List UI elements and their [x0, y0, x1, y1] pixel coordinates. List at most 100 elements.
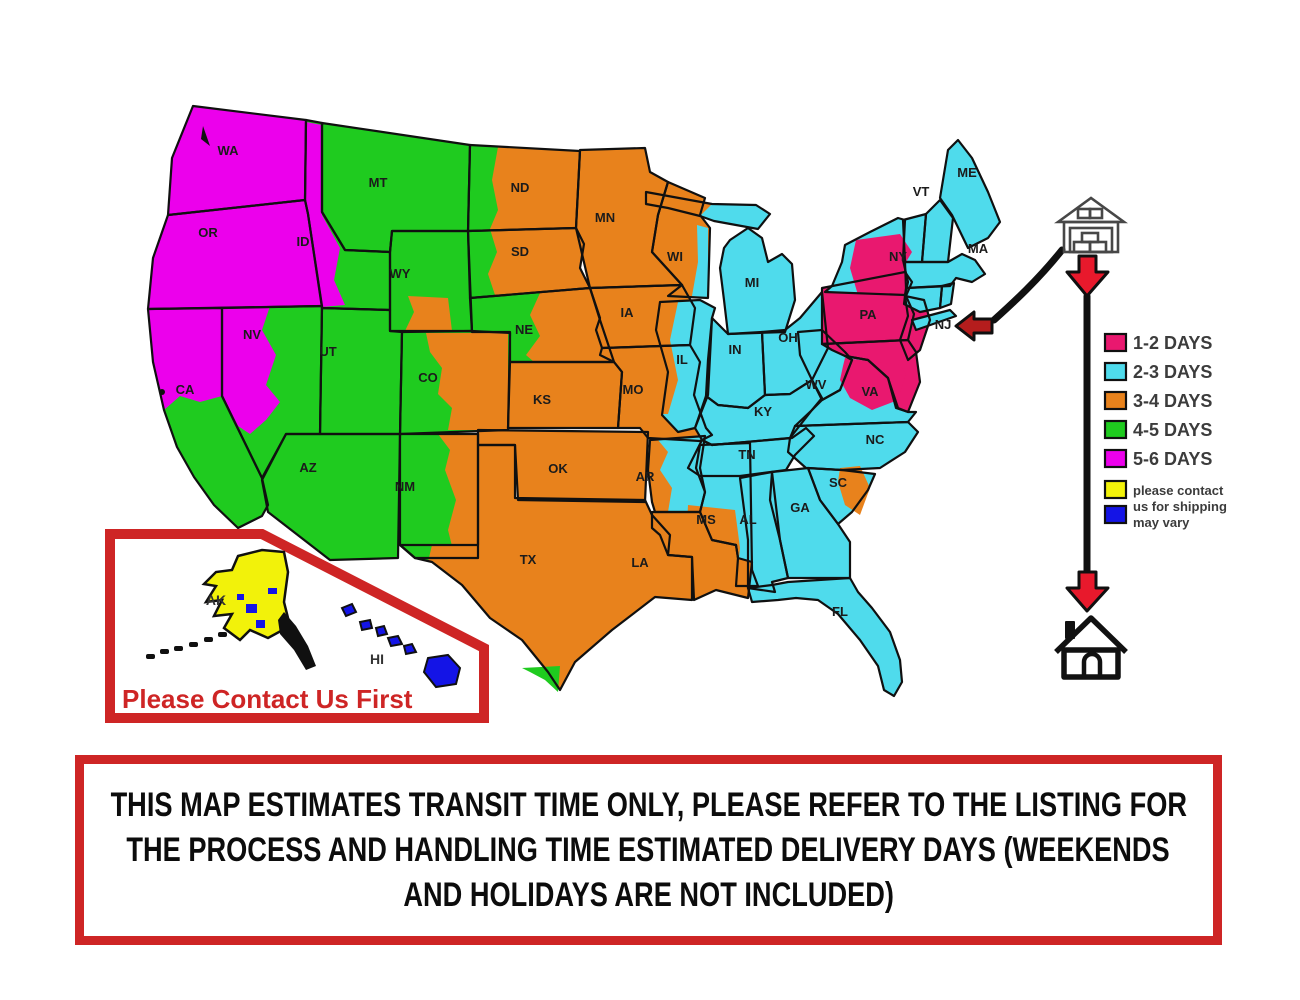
puget-sound-mark: [201, 126, 210, 146]
legend-label-zone_3_4: 3-4 DAYS: [1133, 391, 1212, 411]
state-tx: [400, 445, 692, 690]
patch-ar-east: [658, 436, 705, 512]
state-label-tn: TN: [738, 447, 755, 462]
warehouse-icon: [1054, 196, 1128, 254]
state-label-or: OR: [198, 225, 218, 240]
state-long-island: [912, 310, 956, 330]
state-label-ut: UT: [319, 344, 336, 359]
patch-tx-tip: [522, 666, 560, 692]
state-nc: [788, 422, 918, 470]
state-label-ga: GA: [790, 500, 810, 515]
state-border-me: [938, 138, 1002, 250]
ak-panhandle: [278, 612, 316, 670]
state-label-ia: IA: [621, 305, 635, 320]
patch-nd-west: [468, 145, 498, 231]
state-label-ok: OK: [548, 461, 568, 476]
patch-ca-south: [164, 396, 268, 528]
state-border-nc: [786, 420, 920, 472]
state-label-ky: KY: [754, 404, 772, 419]
legend-swatch-zone_1_2: [1103, 332, 1128, 353]
state-label-sd: SD: [511, 244, 529, 259]
patch-nv-west: [222, 306, 280, 434]
route-icons: [954, 196, 1128, 680]
state-ak: [201, 548, 292, 642]
sf-bay-mark: [159, 389, 165, 395]
inset-border: [105, 529, 489, 723]
state-hi-island: [358, 618, 374, 632]
state-label-id: ID: [297, 234, 310, 249]
state-in: [706, 318, 765, 408]
ak-lake-mark: [256, 620, 265, 628]
patch-sd-west: [468, 229, 497, 298]
legend-label-zone_5_6: 5-6 DAYS: [1133, 449, 1212, 469]
legend-swatch-zone_4_5: [1103, 419, 1128, 440]
state-label-va: VA: [861, 384, 879, 399]
ak-aleutian-island: [160, 649, 169, 654]
patch-ne-west: [470, 293, 540, 362]
state-az: [262, 434, 400, 560]
legend-label-contact_yellow: us for shipping: [1133, 499, 1227, 514]
legend-swatch-contact_yellow: [1103, 479, 1128, 500]
state-label-wy: WY: [390, 266, 411, 281]
state-label-wa: WA: [218, 143, 240, 158]
state-border-ga: [768, 466, 852, 580]
state-border-ri: [938, 281, 956, 310]
ak-lake-mark: [237, 594, 244, 600]
state-border-nm: [398, 432, 480, 560]
state-borders: [146, 104, 1002, 698]
state-border-ny: [823, 216, 910, 297]
state-ks: [508, 362, 622, 428]
state-hi-island: [374, 624, 389, 638]
state-border-al: [738, 470, 790, 594]
state-border-wi: [650, 180, 712, 300]
ak-aleutian-island: [218, 632, 227, 637]
state-or: [148, 200, 322, 309]
inset-box: [105, 529, 489, 723]
state-label-sc: SC: [829, 475, 848, 490]
patch-ny-south: [850, 234, 912, 295]
legend-swatch-zone_2_3: [1103, 361, 1128, 382]
state-mt: [322, 123, 470, 252]
ak-aleutian-island: [204, 637, 213, 642]
state-wy: [390, 231, 472, 331]
state-border-mo: [598, 343, 714, 443]
inset-caption: Please Contact Us First: [122, 684, 413, 714]
state-label-al: AL: [739, 512, 756, 527]
ak-aleutian-island: [189, 642, 198, 647]
state-label-ma: MA: [968, 241, 989, 256]
state-label-il: IL: [676, 352, 688, 367]
state-label-tx: TX: [520, 552, 537, 567]
route-line-curved: [990, 246, 1066, 324]
patch-tx-elpaso: [400, 545, 432, 562]
state-border-nh: [920, 198, 955, 264]
state-labels: WA OR CA NV ID MT WY UT AZ NM CO ND SD NE KS OK TX MN IA MO…: [176, 143, 989, 667]
state-hi-island: [402, 642, 418, 656]
legend-label-zone_4_5: 4-5 DAYS: [1133, 420, 1212, 440]
home-icon: [1054, 615, 1128, 680]
state-label-vt: VT: [913, 184, 930, 199]
state-nh: [922, 200, 953, 262]
state-label-me: ME: [957, 165, 977, 180]
state-label-mi: MI: [745, 275, 759, 290]
state-hi-island: [340, 602, 358, 618]
state-label-nm: NM: [395, 479, 415, 494]
state-border-fl: [746, 576, 904, 698]
state-label-ms: MS: [696, 512, 716, 527]
disclaimer-line: AND HOLIDAYS ARE NOT INCLUDED): [403, 875, 894, 914]
state-label-wi: WI: [667, 249, 683, 264]
state-label-mo: MO: [623, 382, 644, 397]
state-label-az: AZ: [299, 460, 316, 475]
inset-label-hi: HI: [370, 651, 384, 667]
patch-wi-east: [692, 225, 708, 298]
state-label-ny: NY: [889, 249, 907, 264]
state-ok: [478, 430, 648, 502]
state-border-la: [650, 510, 754, 602]
ak-aleutian-island: [146, 654, 155, 659]
patch-nm-east: [438, 434, 478, 558]
left-arrow-icon: [954, 310, 994, 342]
patch-id-west: [302, 122, 345, 307]
patch-ms-southwest: [686, 505, 740, 586]
state-border-tn: [686, 426, 816, 478]
down-arrow-icon: [1065, 254, 1110, 298]
patch-co-east: [426, 333, 508, 430]
